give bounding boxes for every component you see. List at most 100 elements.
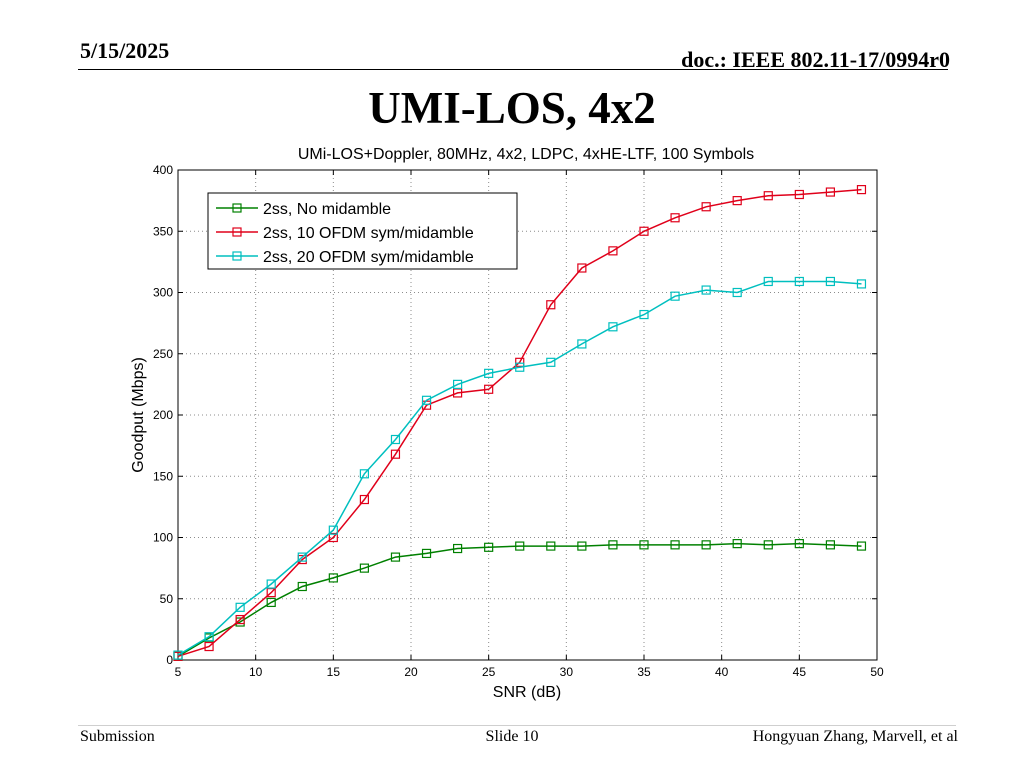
series-layer	[173, 185, 867, 661]
data-point	[453, 379, 463, 389]
y-tick-label: 350	[153, 224, 173, 238]
data-point	[608, 246, 618, 256]
legend-label: 2ss, 10 OFDM sym/midamble	[263, 225, 474, 242]
data-point	[235, 602, 245, 612]
data-point	[794, 189, 804, 200]
data-point	[577, 541, 587, 551]
data-point	[732, 287, 742, 298]
data-point	[297, 552, 307, 562]
x-tick-label: 40	[715, 665, 729, 679]
y-tick-label: 0	[166, 653, 173, 667]
data-point	[484, 542, 494, 552]
data-point	[577, 263, 587, 273]
header-date: 5/15/2025	[80, 38, 170, 63]
data-point	[328, 573, 338, 583]
x-axis-label: SNR (dB)	[493, 684, 561, 701]
series-line	[177, 188, 862, 658]
data-point	[701, 540, 711, 550]
series-line	[177, 542, 862, 657]
x-tick-label: 35	[637, 665, 651, 679]
data-point	[670, 540, 680, 550]
y-tick-label: 50	[160, 592, 174, 606]
data-point	[639, 540, 649, 550]
series-3	[173, 276, 867, 660]
data-point	[825, 276, 836, 287]
legend-item: 2ss, 20 OFDM sym/midamble	[216, 249, 474, 266]
data-point	[359, 563, 369, 573]
data-point	[546, 300, 556, 310]
data-point	[266, 597, 276, 608]
legend-label: 2ss, 20 OFDM sym/midamble	[263, 249, 474, 266]
data-point	[856, 185, 867, 195]
footer-slide-number: Slide 10	[485, 728, 539, 745]
data-point	[763, 540, 773, 550]
legend-label: 2ss, No midamble	[263, 201, 391, 218]
x-tick-label: 30	[560, 665, 574, 679]
data-point	[794, 539, 804, 549]
y-tick-label: 200	[153, 408, 173, 422]
x-tick-label: 45	[793, 665, 807, 679]
data-point	[763, 191, 773, 201]
data-point	[484, 368, 494, 378]
data-point	[546, 357, 556, 367]
footer-divider	[78, 725, 956, 726]
footer-submission: Submission	[80, 728, 155, 745]
data-point	[421, 548, 432, 559]
data-point	[359, 494, 369, 505]
data-point	[732, 539, 742, 549]
data-point	[577, 339, 587, 349]
chart-title: UMi-LOS+Doppler, 80MHz, 4x2, LDPC, 4xHE-…	[298, 146, 754, 163]
x-tick-label: 25	[482, 665, 496, 679]
legend: 2ss, No midamble 2ss, 10 OFDM sym/midambl…	[207, 192, 518, 270]
data-point	[390, 449, 401, 459]
x-tick-label: 15	[327, 665, 341, 679]
data-point	[390, 434, 401, 445]
legend-swatch-marker	[232, 227, 242, 237]
data-point	[359, 469, 369, 479]
data-point	[608, 322, 618, 332]
data-point	[390, 552, 401, 562]
data-point	[732, 196, 742, 206]
data-point	[515, 362, 525, 372]
data-point	[515, 357, 525, 367]
data-point	[328, 532, 338, 543]
data-point	[173, 650, 183, 660]
data-point	[608, 540, 618, 550]
legend-swatch-marker	[232, 251, 242, 261]
data-point	[670, 291, 680, 301]
y-tick-label: 150	[153, 469, 173, 483]
legend-swatch-marker	[232, 203, 242, 213]
y-tick-label: 100	[153, 531, 173, 545]
data-point	[546, 541, 556, 551]
data-point	[204, 632, 214, 642]
legend-item: 2ss, No midamble	[216, 201, 391, 218]
data-point	[856, 279, 867, 289]
series-2	[173, 185, 867, 661]
data-point	[515, 541, 525, 551]
footer-authors: Hongyuan Zhang, Marvell, et al	[752, 728, 958, 745]
data-point	[328, 525, 338, 535]
y-tick-label: 300	[153, 286, 173, 300]
header-divider	[78, 69, 948, 70]
y-axis-label: Goodput (Mbps)	[130, 357, 147, 473]
data-point	[266, 579, 276, 589]
x-tick-label: 5	[175, 665, 182, 679]
data-point	[825, 540, 836, 550]
data-point	[453, 543, 463, 554]
x-tick-label: 20	[404, 665, 418, 679]
data-point	[794, 276, 804, 287]
y-tick-label: 400	[153, 163, 173, 177]
data-point	[639, 226, 649, 236]
header-doc-id: doc.: IEEE 802.11-17/0994r0	[681, 47, 950, 72]
series-line	[177, 280, 862, 656]
legend-item: 2ss, 10 OFDM sym/midamble	[216, 225, 474, 242]
legend-box	[207, 192, 518, 270]
data-point	[297, 581, 307, 592]
data-point	[235, 614, 245, 625]
x-tick-label: 10	[249, 665, 263, 679]
data-point	[701, 285, 711, 295]
data-point	[421, 395, 432, 405]
data-point	[484, 384, 494, 394]
slide-title: UMI-LOS, 4x2	[368, 83, 656, 133]
data-point	[639, 309, 649, 320]
